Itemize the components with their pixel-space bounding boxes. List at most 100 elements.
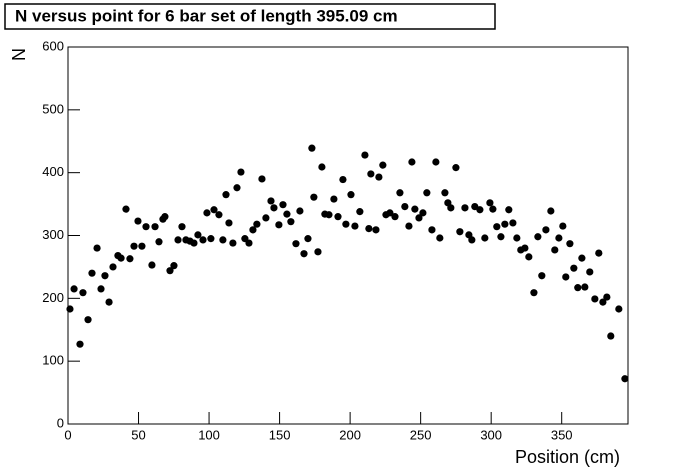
point bbox=[386, 209, 394, 217]
point bbox=[70, 285, 78, 293]
point bbox=[79, 289, 87, 297]
point bbox=[351, 222, 359, 230]
point bbox=[581, 283, 589, 291]
point bbox=[207, 235, 215, 243]
point bbox=[497, 233, 505, 241]
point bbox=[534, 233, 542, 241]
point bbox=[615, 305, 623, 313]
point bbox=[513, 234, 521, 242]
point bbox=[391, 213, 399, 221]
point bbox=[566, 240, 574, 248]
point bbox=[493, 223, 501, 231]
point bbox=[249, 226, 257, 234]
point bbox=[225, 219, 233, 227]
point bbox=[542, 226, 550, 234]
y-tick-label: 300 bbox=[42, 227, 64, 242]
point bbox=[432, 158, 440, 166]
y-tick-label: 600 bbox=[42, 38, 64, 53]
point bbox=[318, 163, 326, 171]
point bbox=[452, 164, 460, 172]
point bbox=[283, 210, 291, 218]
point bbox=[423, 189, 431, 197]
point bbox=[109, 263, 117, 271]
point bbox=[105, 298, 113, 306]
point bbox=[97, 285, 105, 293]
plot-frame bbox=[67, 46, 629, 425]
point bbox=[245, 239, 253, 247]
point bbox=[122, 205, 130, 213]
point bbox=[361, 151, 369, 159]
point bbox=[101, 272, 109, 280]
point bbox=[88, 269, 96, 277]
point bbox=[258, 175, 266, 183]
point bbox=[538, 272, 546, 280]
point bbox=[456, 228, 464, 236]
point bbox=[330, 195, 338, 203]
point bbox=[300, 250, 308, 258]
point bbox=[441, 189, 449, 197]
point bbox=[304, 235, 312, 243]
point bbox=[178, 223, 186, 231]
x-tick-label: 250 bbox=[410, 427, 432, 442]
point bbox=[203, 209, 211, 217]
point bbox=[237, 168, 245, 176]
point bbox=[505, 206, 513, 214]
point bbox=[262, 214, 270, 222]
point bbox=[148, 261, 156, 269]
point bbox=[461, 204, 469, 212]
point bbox=[501, 220, 509, 228]
x-tick-label: 100 bbox=[198, 427, 220, 442]
point bbox=[356, 208, 364, 216]
point bbox=[489, 205, 497, 213]
point bbox=[215, 211, 223, 219]
x-tick-label: 0 bbox=[64, 427, 71, 442]
point bbox=[314, 248, 322, 256]
x-tick-label: 300 bbox=[480, 427, 502, 442]
chart-title: N versus point for 6 bar set of length 3… bbox=[15, 6, 398, 25]
point bbox=[476, 206, 484, 214]
point bbox=[199, 236, 207, 244]
y-axis-label: N bbox=[9, 48, 29, 61]
point bbox=[375, 173, 383, 181]
point bbox=[405, 222, 413, 230]
point bbox=[468, 236, 476, 244]
point bbox=[436, 234, 444, 242]
y-tick-label: 100 bbox=[42, 353, 64, 368]
x-tick-label: 150 bbox=[269, 427, 291, 442]
x-tick-label: 200 bbox=[339, 427, 361, 442]
point bbox=[559, 222, 567, 230]
point bbox=[210, 206, 218, 214]
point bbox=[292, 240, 300, 248]
point bbox=[190, 239, 198, 247]
point bbox=[339, 175, 347, 184]
point bbox=[607, 332, 615, 340]
point bbox=[134, 217, 142, 225]
point bbox=[447, 204, 455, 212]
point bbox=[222, 191, 230, 199]
point bbox=[155, 238, 163, 246]
point bbox=[547, 207, 555, 215]
y-tick-label: 400 bbox=[42, 164, 64, 179]
point bbox=[275, 221, 283, 229]
point bbox=[342, 220, 350, 228]
point bbox=[372, 226, 380, 234]
point bbox=[270, 204, 278, 212]
point bbox=[428, 226, 436, 234]
point bbox=[551, 246, 559, 254]
point bbox=[396, 189, 404, 197]
point bbox=[415, 214, 423, 222]
x-tick-label: 350 bbox=[551, 427, 573, 442]
point bbox=[530, 289, 538, 297]
point bbox=[486, 199, 494, 207]
point bbox=[334, 213, 342, 221]
point bbox=[509, 219, 517, 227]
point bbox=[279, 201, 287, 209]
point bbox=[267, 197, 275, 205]
point bbox=[117, 254, 125, 262]
point bbox=[229, 239, 237, 247]
point bbox=[287, 218, 295, 226]
point bbox=[521, 244, 529, 252]
point bbox=[93, 244, 101, 252]
y-tick-label: 0 bbox=[57, 415, 64, 430]
